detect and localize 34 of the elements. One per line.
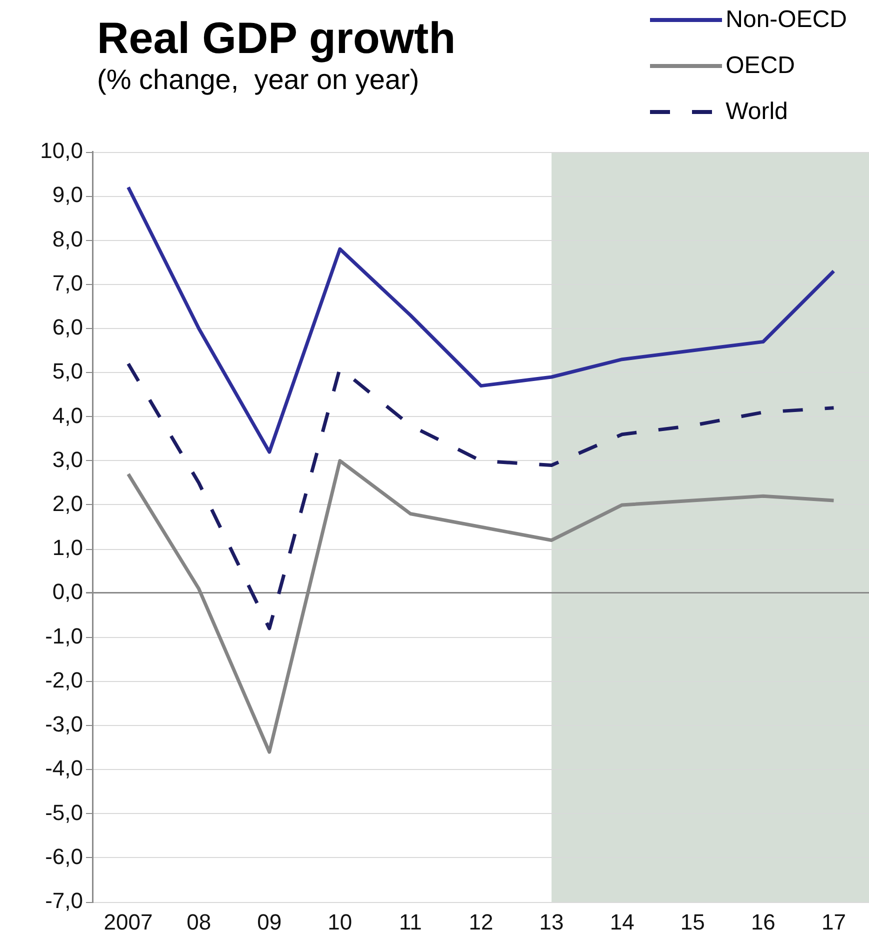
x-tick-label: 14 [610,909,634,934]
y-tick-label: -1,0 [45,623,83,648]
y-tick-label: -6,0 [45,844,83,869]
y-tick-label: -4,0 [45,756,83,781]
y-tick-label: 6,0 [52,314,83,340]
x-tick-label: 2007 [104,909,153,934]
y-tick-label: 10,0 [40,138,83,164]
y-tick-label: 7,0 [52,270,83,296]
y-tick-label: 4,0 [52,402,83,428]
chart-subtitle: (% change, year on year) [97,64,420,96]
y-tick-label: -7,0 [45,888,83,914]
legend-label: Non-OECD [726,6,847,34]
x-tick-label: 13 [539,909,564,934]
x-tick-label: 12 [468,909,494,934]
chart-title: Real GDP growth [97,14,456,64]
x-tick-label: 08 [186,909,212,934]
y-tick-label: 3,0 [52,446,83,472]
x-tick-label: 10 [328,909,352,934]
y-tick-label: 2,0 [52,491,83,516]
y-tick-label: 9,0 [52,182,83,208]
y-tick-label: 5,0 [52,358,83,384]
y-tick-label: -5,0 [45,800,83,825]
y-tick-label: -2,0 [45,667,83,692]
y-tick-label: 1,0 [52,535,83,560]
legend-label: OECD [726,52,795,80]
y-tick-label: 0,0 [52,579,83,604]
y-tick-label: -3,0 [45,712,83,737]
legend-label: World [726,98,788,126]
x-tick-label: 15 [680,909,705,934]
x-tick-label: 11 [399,909,422,934]
x-tick-label: 17 [821,909,846,934]
y-tick-label: 8,0 [52,226,83,252]
x-tick-label: 09 [257,909,282,934]
x-tick-label: 16 [750,909,776,934]
